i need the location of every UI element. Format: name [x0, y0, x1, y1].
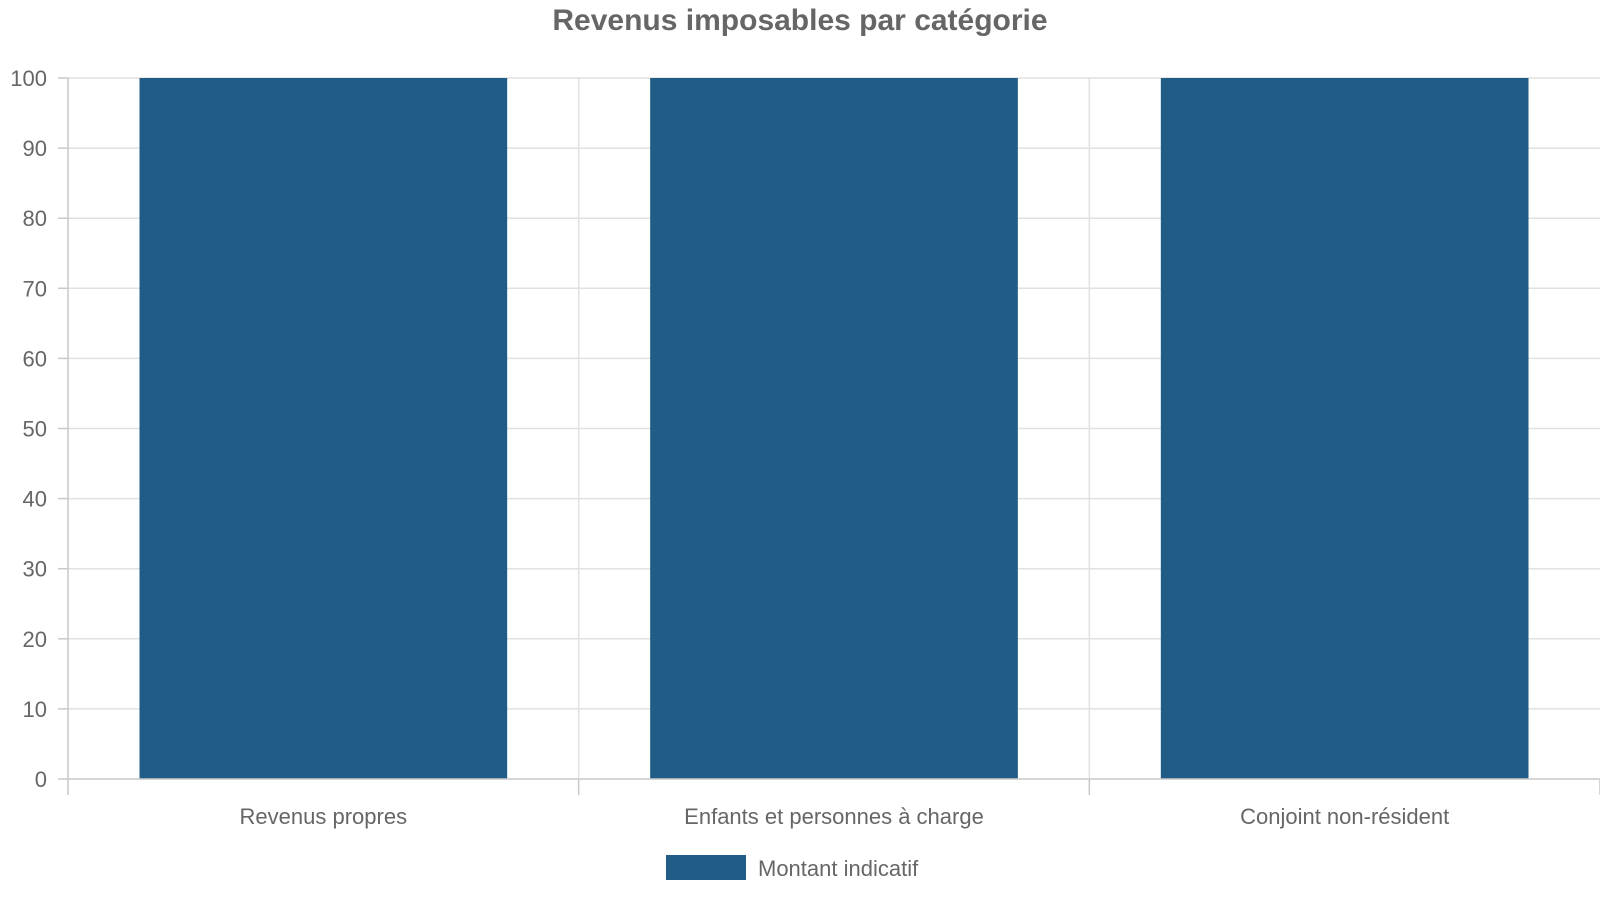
y-tick-label: 60 — [23, 346, 47, 371]
y-tick-label: 70 — [23, 276, 47, 301]
bar-revenus-propres — [139, 78, 508, 779]
y-axis-tick-labels: 0 10 20 30 40 50 60 70 80 90 100 — [10, 66, 47, 792]
y-tick-label: 50 — [23, 417, 47, 442]
y-tick-label: 40 — [23, 487, 47, 512]
bar-enfants-et-personnes-charge — [650, 78, 1018, 779]
y-tick-label: 30 — [23, 557, 47, 582]
chart-title: Revenus imposables par catégorie — [552, 4, 1047, 37]
x-tick-label: Conjoint non-résident — [1240, 804, 1449, 829]
axes — [58, 77, 1600, 795]
y-tick-label: 20 — [23, 627, 47, 652]
y-tick-label: 100 — [10, 66, 47, 91]
y-tick-label: 0 — [35, 767, 47, 792]
bar-series — [139, 78, 1529, 779]
x-tick-label: Enfants et personnes à charge — [684, 804, 984, 829]
legend-swatch — [666, 855, 746, 880]
y-tick-label: 80 — [23, 206, 47, 231]
bar-conjoint-non-r-sident — [1160, 78, 1529, 779]
x-tick-label: Revenus propres — [240, 804, 408, 829]
legend-label: Montant indicatif — [758, 856, 919, 881]
y-tick-label: 10 — [23, 697, 47, 722]
legend: Montant indicatif — [666, 855, 919, 881]
y-tick-label: 90 — [23, 136, 47, 161]
x-axis-tick-labels: Revenus propres Enfants et personnes à ch… — [240, 804, 1450, 829]
